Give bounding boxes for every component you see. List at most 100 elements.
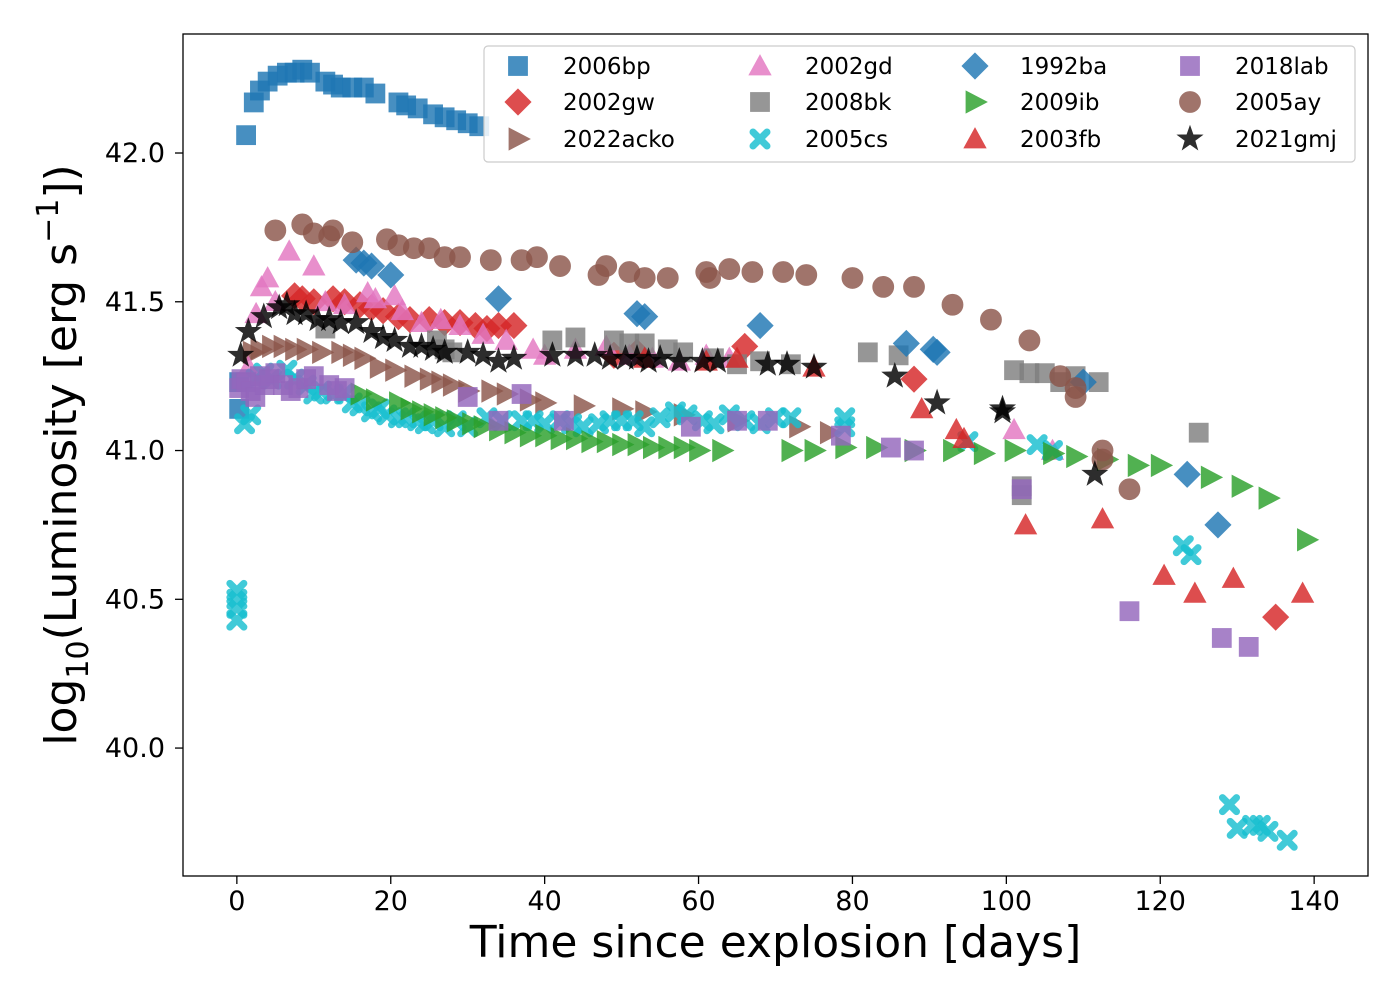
data-point-2009ib (1127, 453, 1151, 478)
legend-label-2018lab: 2018lab (1235, 54, 1329, 80)
data-point-2005ay (718, 258, 741, 280)
data-point-2005ay (479, 249, 502, 272)
data-point-2021gmj (454, 338, 482, 364)
data-point-2018lab (334, 378, 355, 398)
x-tick-label: 40 (527, 886, 561, 917)
data-point-2005ay (903, 275, 925, 298)
data-point-2022acko (342, 343, 366, 367)
data-point-2009ib (423, 403, 446, 427)
data-point-2022acko (273, 334, 296, 359)
legend-label-2006bp: 2006bp (563, 54, 651, 80)
data-point-2002gd (494, 328, 518, 350)
data-point-2008bk (1188, 422, 1209, 443)
y-label-end: ]) (36, 164, 87, 198)
data-point-2002gd (255, 266, 280, 288)
data-point-2009ib (566, 426, 589, 451)
data-point-2018lab (1119, 601, 1140, 622)
data-point-2002gd (429, 307, 453, 330)
legend-marker-2005ay (1179, 91, 1201, 113)
data-point-1992ba (892, 329, 920, 357)
data-point-2021gmj (358, 317, 386, 343)
data-point-2021gmj (500, 344, 528, 370)
series-2021gmj (227, 290, 1109, 486)
data-point-2018lab (457, 387, 478, 407)
data-point-2021gmj (988, 397, 1017, 424)
data-point-2005cs (703, 413, 725, 435)
legend-label-2005ay: 2005ay (1235, 90, 1321, 116)
data-point-2005ay (1018, 329, 1041, 352)
data-point-2003fb (1090, 507, 1115, 529)
data-point-2022acko (331, 340, 354, 365)
data-point-2005cs (226, 609, 248, 631)
y-label-main: (Luminosity [erg s (36, 243, 87, 641)
data-point-2005cs (1276, 829, 1298, 851)
data-point-2018lab (511, 384, 532, 404)
data-point-2009ib (365, 388, 389, 412)
data-point-2002gw (500, 312, 528, 340)
data-point-2009ib (627, 432, 650, 457)
data-point-2002gd (302, 254, 326, 276)
data-point-2005ay (549, 255, 571, 277)
data-point-2002gw (900, 365, 928, 393)
data-point-2009ib (519, 423, 543, 448)
data-point-2005ay (341, 231, 364, 254)
data-point-2009ib (943, 438, 966, 463)
data-point-2009ib (1004, 438, 1027, 463)
data-point-2005cs (240, 404, 262, 426)
x-tick-label: 0 (228, 886, 245, 917)
data-point-2009ib (689, 438, 712, 463)
data-point-2009ib (446, 409, 470, 433)
data-point-2009ib (1200, 465, 1224, 489)
data-point-2009ib (435, 406, 458, 430)
data-point-2009ib (473, 415, 496, 439)
data-point-2009ib (612, 432, 635, 457)
data-point-2002gd (409, 310, 434, 333)
data-point-2005ay (1118, 478, 1141, 501)
data-point-2009ib (1043, 441, 1066, 466)
data-point-2008bk (857, 342, 878, 363)
data-point-2005ay (941, 293, 964, 316)
legend-marker-2021gmj (1176, 124, 1204, 151)
data-point-2005cs (1218, 794, 1240, 816)
data-point-2018lab (553, 410, 574, 431)
legend-label-2008bk: 2008bk (805, 90, 892, 116)
data-point-2021gmj (923, 388, 951, 415)
series-2018lab (229, 363, 1259, 657)
data-point-2009ib (550, 426, 573, 451)
data-point-2002gd (448, 313, 472, 335)
data-point-2021gmj (469, 341, 497, 367)
data-point-2005ay (264, 219, 287, 242)
data-point-1992ba (746, 312, 774, 340)
plot-area (226, 59, 1320, 851)
legend-marker-2002gd (748, 54, 772, 76)
data-point-1992ba (1173, 460, 1201, 488)
legend-label-2022acko: 2022acko (563, 127, 675, 153)
data-point-2018lab (488, 410, 509, 431)
data-point-2005ay (1049, 365, 1072, 388)
data-point-2005ay (526, 246, 548, 269)
data-point-2005cs (1180, 544, 1202, 566)
data-point-2022acko (354, 346, 377, 370)
data-point-2021gmj (538, 341, 566, 367)
y-label-subscript: 10 (61, 640, 96, 678)
data-point-2021gmj (665, 347, 693, 373)
data-point-2021gmj (292, 299, 320, 326)
data-point-2009ib (535, 423, 558, 448)
legend-marker-2005cs (749, 128, 771, 150)
data-point-2009ib (581, 429, 604, 454)
data-point-2022acko (442, 373, 466, 397)
data-point-2018lab (1211, 628, 1232, 648)
legend-marker-1992ba (961, 52, 989, 80)
data-point-2003fb (910, 397, 934, 419)
data-point-1992ba (1204, 511, 1232, 539)
y-tick-label: 40.5 (105, 584, 165, 615)
legend: 2006bp 2002gw 2022acko 2002gd 2008bk 2005cs 19… (483, 45, 1356, 163)
y-axis-ticks: 40.0 40.5 41.0 41.5 42.0 (105, 138, 183, 764)
data-point-2018lab (680, 416, 701, 437)
data-point-2009ib (1258, 486, 1281, 510)
data-point-2005cs (1226, 817, 1248, 839)
x-tick-label: 100 (981, 886, 1033, 917)
data-point-2002gd (332, 292, 357, 315)
legend-label-1992ba: 1992ba (1020, 54, 1107, 80)
legend-label-2002gd: 2002gd (805, 54, 893, 80)
